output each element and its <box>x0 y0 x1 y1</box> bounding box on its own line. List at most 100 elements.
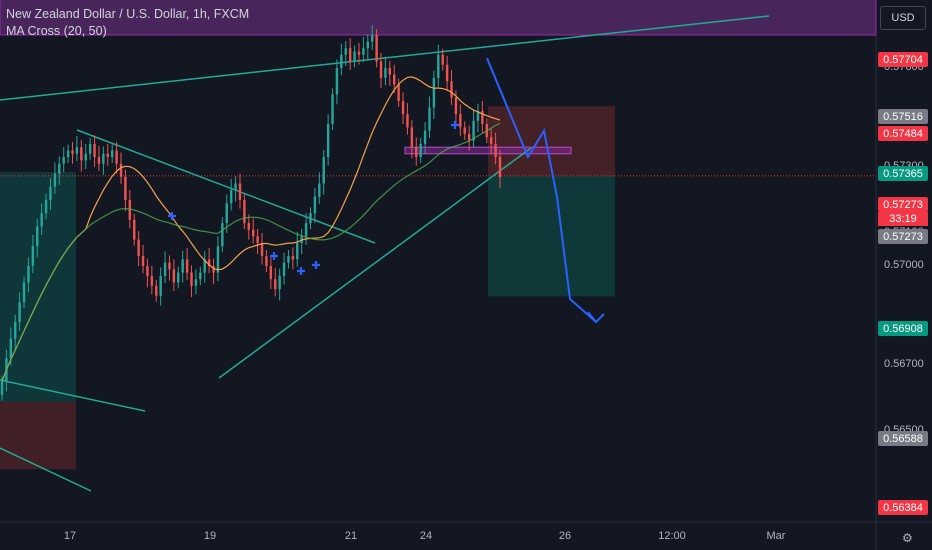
ma-cross-marker <box>451 121 459 129</box>
candle-body <box>124 176 127 200</box>
candle-body <box>401 101 405 115</box>
price-tag-stop-loss: 0.57484 <box>878 126 928 141</box>
ma-cross-marker <box>297 267 305 275</box>
lower-left-trendline <box>0 447 92 492</box>
candle-body <box>269 266 273 280</box>
candle-body <box>340 54 343 68</box>
candle-body <box>247 223 251 230</box>
candle-body <box>207 259 211 266</box>
candle-body <box>410 127 414 148</box>
symbol-title[interactable]: New Zealand Dollar / U.S. Dollar, 1h, FX… <box>6 7 250 21</box>
candle-body <box>199 272 202 280</box>
chart-legend: New Zealand Dollar / U.S. Dollar, 1h, FX… <box>6 6 249 40</box>
candle-body <box>238 183 242 200</box>
candle-body <box>450 81 453 98</box>
candle-body <box>172 269 176 283</box>
candle-body <box>93 143 96 158</box>
candle-body <box>309 213 312 224</box>
price-tag-bottom-level: 0.56384 <box>878 500 928 515</box>
candle-body <box>251 229 255 237</box>
candle-body <box>97 157 101 164</box>
candle-body <box>304 223 308 237</box>
ma-cross-marker <box>168 212 176 220</box>
candle-body <box>44 200 48 214</box>
candle-body <box>489 137 493 144</box>
candle-body <box>115 150 118 164</box>
time-tick-label: Mar <box>766 530 786 542</box>
currency-button[interactable]: USD <box>880 6 926 30</box>
candle-body <box>141 256 145 266</box>
candle-body <box>212 266 215 273</box>
descending-trendline <box>76 129 376 244</box>
candle-body <box>481 110 484 125</box>
candle-body <box>71 150 74 154</box>
candle-body <box>260 242 264 257</box>
candle-body <box>278 275 281 290</box>
candle-body <box>437 54 440 78</box>
candle-body <box>234 183 237 191</box>
candle-body <box>106 153 109 158</box>
candle-body <box>128 200 132 220</box>
time-tick-label: 26 <box>558 530 572 542</box>
ma-slow-line <box>1 122 501 382</box>
horizontal-zone <box>404 146 572 155</box>
price-tag-resistance: 0.57704 <box>878 52 928 67</box>
time-tick-label: 21 <box>344 530 358 542</box>
candle-body <box>498 157 502 177</box>
candle-body <box>155 285 158 296</box>
candle-body <box>419 143 422 158</box>
candle-body <box>291 256 295 260</box>
short-position-target-zone <box>488 175 615 297</box>
candle-body <box>318 183 321 197</box>
candle-body <box>75 147 79 154</box>
candle-body <box>146 266 149 276</box>
candle-body <box>357 51 361 55</box>
candle-body <box>353 51 356 62</box>
candle-body <box>362 48 365 55</box>
indicator-label[interactable]: MA Cross (20, 50) <box>6 24 107 38</box>
candle-body <box>31 246 35 266</box>
candle-body <box>370 35 374 42</box>
candle-body <box>66 150 70 158</box>
candle-body <box>415 147 418 158</box>
candle-body <box>62 157 65 164</box>
candle-body <box>459 114 462 128</box>
candle-body <box>150 275 154 286</box>
candle-body <box>53 173 57 187</box>
candle-body <box>296 242 299 260</box>
bar-countdown: 33:19 <box>878 212 928 226</box>
price-tag-upper-level: 0.57516 <box>878 109 928 124</box>
price-tag-current: 0.57273 <box>878 197 928 212</box>
candle-body <box>476 110 480 121</box>
candle-body <box>388 68 392 75</box>
time-tick-label: 17 <box>63 530 77 542</box>
candle-body <box>102 153 105 164</box>
candle-body <box>203 259 206 273</box>
projection-arrow <box>486 57 597 323</box>
candle-body <box>58 163 61 174</box>
candle-body <box>225 203 228 224</box>
candle-body <box>428 107 431 131</box>
price-tag-ma-value: 0.57365 <box>878 166 928 181</box>
candle-body <box>185 259 189 273</box>
projection-arrowhead <box>587 311 605 324</box>
price-tag-target: 0.56908 <box>878 321 928 336</box>
price-tick-label: 0.57000 <box>884 259 924 271</box>
candle-body <box>181 259 184 273</box>
candle-body <box>40 213 43 227</box>
ma-cross-marker <box>312 261 320 269</box>
time-tick-label: 24 <box>419 530 433 542</box>
settings-gear-icon[interactable]: ⚙ <box>902 531 913 545</box>
candle-body <box>423 130 427 144</box>
left-position-loss-zone <box>0 401 76 470</box>
candle-body <box>331 94 334 125</box>
candle-body <box>335 68 339 95</box>
candle-body <box>216 246 220 273</box>
candle-body <box>393 74 396 85</box>
candle-body <box>27 266 30 283</box>
ma-cross-marker <box>270 252 278 260</box>
candle-body <box>406 114 409 128</box>
resistance-zone <box>0 0 877 36</box>
candle-body <box>472 120 475 141</box>
